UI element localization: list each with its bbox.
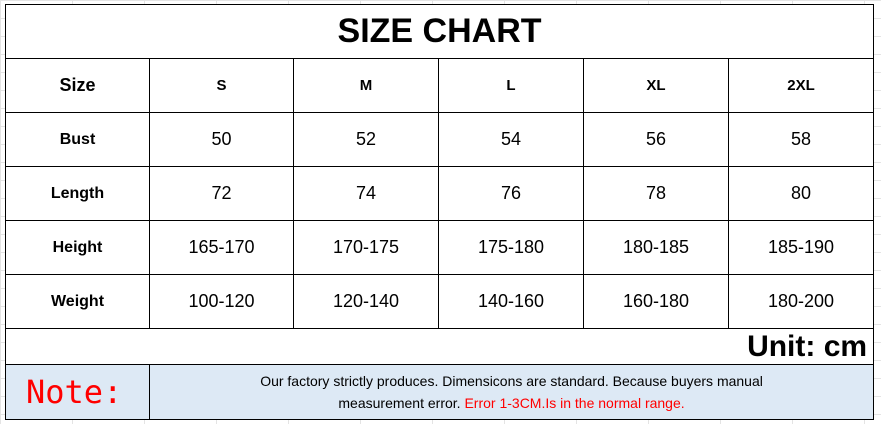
cell: 58	[727, 112, 875, 167]
row-label: Height	[5, 220, 150, 275]
cell: 54	[438, 112, 584, 167]
cell: 175-180	[438, 220, 584, 275]
cell: 100-120	[149, 274, 294, 329]
cell: 160-180	[583, 274, 729, 329]
cell: 120-140	[293, 274, 439, 329]
cell: 52	[293, 112, 439, 167]
note-error-range: Error 1-3CM.Is in the normal range.	[464, 395, 685, 411]
note-line2: measurement error.	[338, 395, 465, 411]
cell: 180-185	[583, 220, 729, 275]
note-line1: Our factory strictly produces. Dimensico…	[260, 373, 763, 389]
cell: 78	[583, 166, 729, 221]
header-cell: M	[293, 58, 439, 113]
cell: 165-170	[149, 220, 294, 275]
table-row: Weight 100-120 120-140 140-160 160-180 1…	[5, 274, 875, 329]
unit-label: Unit: cm	[4, 328, 875, 365]
cell: 170-175	[293, 220, 439, 275]
cell: 185-190	[727, 220, 875, 275]
header-cell: XL	[583, 58, 729, 113]
cell: 74	[293, 166, 439, 221]
note-row: Note: Our factory strictly produces. Dim…	[5, 364, 875, 420]
cell: 80	[727, 166, 875, 221]
chart-title: SIZE CHART	[4, 4, 875, 59]
table-row: Length 72 74 76 78 80	[5, 166, 875, 221]
note-text: Our factory strictly produces. Dimensico…	[148, 364, 875, 420]
table-row: Height 165-170 170-175 175-180 180-185 1…	[5, 220, 875, 275]
cell: 50	[149, 112, 294, 167]
size-chart-table: SIZE CHART Size S M L XL 2XL Bust 50 52 …	[4, 4, 875, 420]
header-row: Size S M L XL 2XL	[5, 58, 875, 113]
header-cell: Size	[5, 58, 150, 113]
cell: 140-160	[438, 274, 584, 329]
note-label: Note:	[5, 364, 150, 420]
row-label: Length	[5, 166, 150, 221]
cell: 72	[149, 166, 294, 221]
cell: 180-200	[727, 274, 875, 329]
header-cell: S	[149, 58, 294, 113]
row-label: Weight	[5, 274, 150, 329]
header-cell: 2XL	[727, 58, 875, 113]
cell: 56	[583, 112, 729, 167]
cell: 76	[438, 166, 584, 221]
header-cell: L	[438, 58, 584, 113]
table-row: Bust 50 52 54 56 58	[5, 112, 875, 167]
row-label: Bust	[5, 112, 150, 167]
